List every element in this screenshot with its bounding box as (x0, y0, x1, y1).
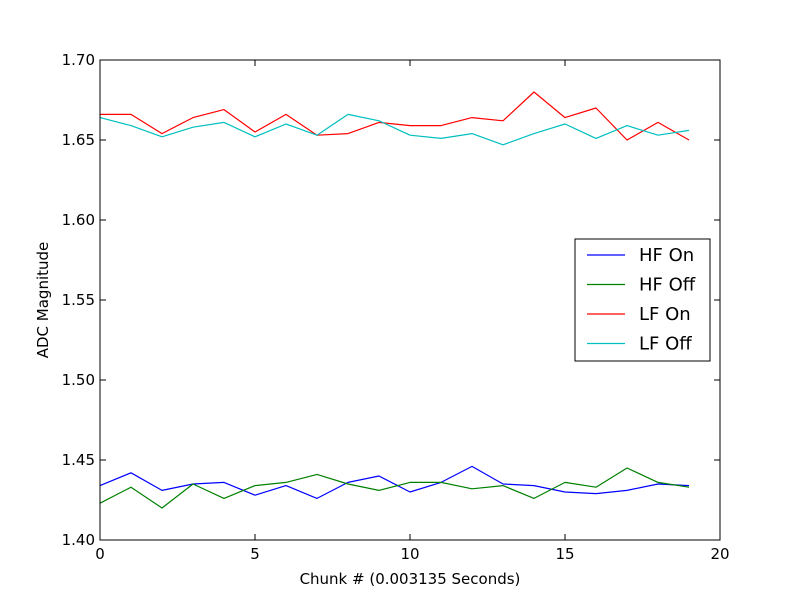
legend-box (574, 238, 711, 362)
legend-label: LF Off (639, 334, 692, 355)
legend-label: LF On (639, 304, 691, 325)
x-tick-label: 10 (400, 545, 419, 563)
axis-ticks: 0 5 10 15 20 1.40 1.45 1.50 1.55 1.60 1.65 1.70 (62, 51, 730, 563)
x-tick-label: 15 (555, 545, 574, 563)
y-tick-label: 1.60 (62, 211, 95, 229)
legend-label: HF On (639, 245, 694, 266)
y-tick-label: 1.40 (62, 531, 95, 549)
legend: HF On HF Off LF On LF Off (574, 238, 711, 362)
y-tick-label: 1.55 (62, 291, 95, 309)
series-layer (99, 91, 690, 509)
series-line-lf-off (99, 113, 690, 146)
series-line-hf-on (99, 465, 690, 499)
series-line-lf-on (100, 91, 690, 141)
y-tick-label: 1.50 (62, 371, 95, 389)
legend-label: HF Off (639, 275, 696, 296)
y-tick-label: 1.70 (62, 51, 95, 69)
x-tick-label: 20 (710, 545, 729, 563)
x-axis-label: Chunk # (0.003135 Seconds) (300, 570, 521, 588)
y-axis-label: ADC Magnitude (34, 242, 52, 359)
y-tick-label: 1.45 (62, 451, 95, 469)
y-tick-label: 1.65 (62, 131, 95, 149)
series-line-hf-off (99, 467, 690, 509)
x-tick-label: 0 (95, 545, 105, 563)
x-tick-label: 5 (250, 545, 260, 563)
